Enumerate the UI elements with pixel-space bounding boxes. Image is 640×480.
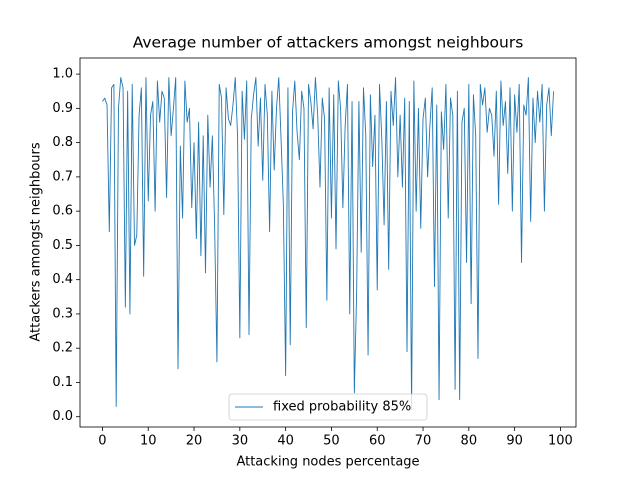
y-tick-label: 0.3 xyxy=(52,306,73,321)
x-tick-label: 50 xyxy=(323,434,340,449)
y-tick-label: 0.6 xyxy=(52,204,73,219)
y-tick-label: 1.0 xyxy=(52,67,73,82)
y-tick-label: 0.2 xyxy=(52,341,73,356)
x-tick-label: 70 xyxy=(415,434,432,449)
y-tick-label: 0.8 xyxy=(52,135,73,150)
legend-label: fixed probability 85% xyxy=(273,400,411,415)
x-tick-label: 20 xyxy=(186,434,203,449)
y-tick-label: 0.0 xyxy=(52,409,73,424)
data-line xyxy=(102,77,555,411)
plot-frame xyxy=(79,57,577,428)
legend-box xyxy=(228,393,428,421)
x-tick-label: 60 xyxy=(369,434,386,449)
x-tick-label: 80 xyxy=(461,434,478,449)
x-tick-label: 30 xyxy=(232,434,249,449)
y-tick-label: 0.4 xyxy=(52,272,73,287)
y-tick-label: 0.1 xyxy=(52,375,73,390)
y-tick-label: 0.5 xyxy=(52,238,73,253)
x-tick-label: 100 xyxy=(548,434,573,449)
x-tick-label: 40 xyxy=(277,434,294,449)
x-tick-label: 0 xyxy=(98,434,106,449)
x-axis-label: Attacking nodes percentage xyxy=(236,455,419,470)
x-tick-label: 10 xyxy=(140,434,157,449)
y-axis-label: Attackers amongst neighbours xyxy=(29,142,44,341)
y-tick-label: 0.9 xyxy=(52,101,73,116)
y-tick-label: 0.7 xyxy=(52,169,73,184)
chart-title: Average number of attackers amongst neig… xyxy=(133,34,524,52)
x-tick-label: 90 xyxy=(506,434,523,449)
